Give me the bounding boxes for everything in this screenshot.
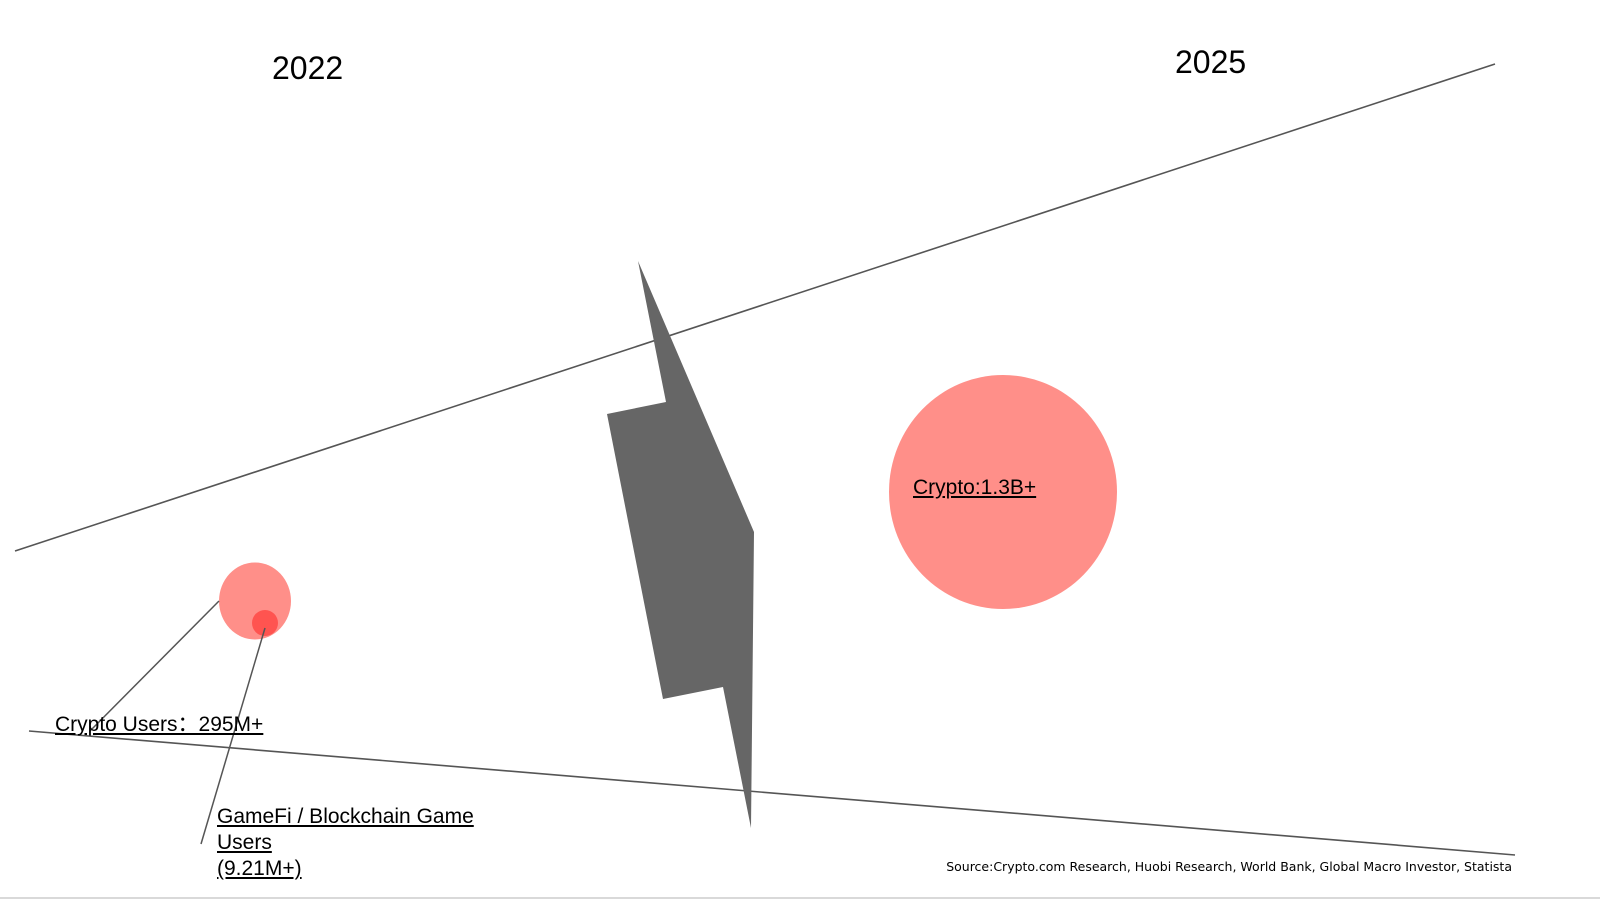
year-2022-label: 2022 xyxy=(272,50,344,86)
gamefi-users-dot xyxy=(252,610,278,636)
gamefi-label-line-2: Users xyxy=(217,831,272,854)
source-citation: Source:Crypto.com Research, Huobi Resear… xyxy=(946,859,1512,874)
crypto-users-2022-label: Crypto Users：295M+ xyxy=(55,713,264,736)
gamefi-label-line-1: GameFi / Blockchain Game xyxy=(217,805,474,828)
bottom-border xyxy=(0,897,1600,899)
lower-boundary-line xyxy=(28,730,1516,856)
crypto-users-leader-line xyxy=(89,600,220,732)
year-2025-label: 2025 xyxy=(1175,44,1247,80)
lightning-bolt-icon xyxy=(607,261,754,828)
crypto-2025-label: Crypto:1.3B+ xyxy=(913,476,1037,499)
crypto-2025-bubble xyxy=(889,375,1117,609)
gamefi-label-line-3: (9.21M+) xyxy=(217,857,302,880)
upper-boundary-line xyxy=(14,63,1496,552)
gamefi-leader-line xyxy=(200,627,266,845)
gamefi-users-label: GameFi / Blockchain Game Users (9.21M+) xyxy=(217,804,507,882)
